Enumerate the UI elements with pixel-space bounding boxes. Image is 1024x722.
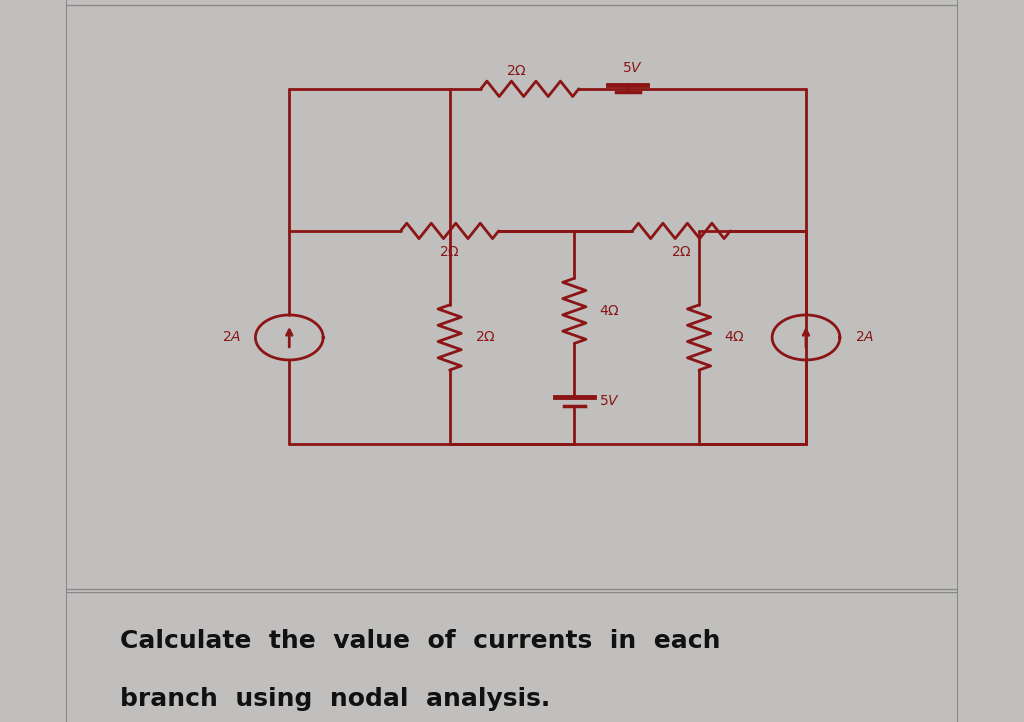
Text: $2\Omega$: $2\Omega$	[671, 245, 692, 258]
Text: Calculate  the  value  of  currents  in  each: Calculate the value of currents in each	[120, 630, 721, 653]
Text: $2A$: $2A$	[221, 331, 241, 344]
Text: $2\Omega$: $2\Omega$	[506, 64, 527, 78]
Text: $4\Omega$: $4\Omega$	[724, 331, 745, 344]
Text: $2\Omega$: $2\Omega$	[474, 331, 496, 344]
Text: $2\Omega$: $2\Omega$	[439, 245, 460, 258]
Text: $2A$: $2A$	[855, 331, 874, 344]
Text: $5V$: $5V$	[599, 394, 621, 409]
Text: $4\Omega$: $4\Omega$	[599, 304, 621, 318]
Text: branch  using  nodal  analysis.: branch using nodal analysis.	[120, 687, 550, 710]
Text: $5V$: $5V$	[622, 61, 643, 75]
